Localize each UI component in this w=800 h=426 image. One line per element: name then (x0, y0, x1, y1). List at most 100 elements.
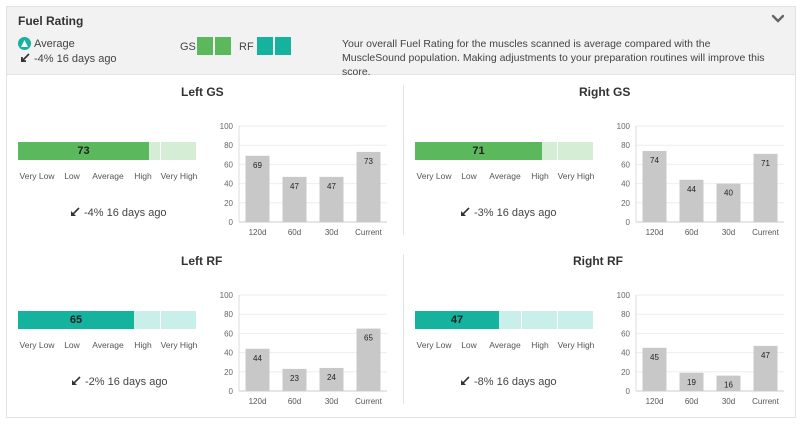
rating-value: 47 (450, 314, 464, 326)
x-tick-label: 30d (325, 228, 338, 237)
y-tick-label: 60 (621, 160, 630, 169)
x-tick-label: Current (355, 228, 382, 237)
y-tick-label: 20 (224, 368, 233, 377)
y-tick-label: 40 (224, 180, 233, 189)
history-bar (245, 155, 270, 222)
scale-label: Low (64, 171, 80, 181)
y-tick-label: 40 (224, 349, 233, 358)
triangle-up-icon (18, 37, 31, 50)
rating-value: 65 (69, 314, 83, 326)
y-tick-label: 100 (220, 291, 234, 300)
quadrant-right-gs: Right GS 71 Very Low Low Average High Very Hig… (415, 85, 795, 245)
y-tick-label: 80 (224, 141, 233, 150)
scale-label: Low (461, 171, 477, 181)
bar-value-label: 44 (687, 185, 696, 194)
bar-value-label: 45 (650, 353, 659, 362)
trend-text: -4% 16 days ago (84, 207, 167, 219)
history-bar (356, 328, 381, 391)
trend-text: -4% 16 days ago (34, 53, 117, 65)
bar-value-label: 71 (761, 159, 770, 168)
rating-bar-fill (18, 142, 149, 160)
y-tick-label: 40 (621, 180, 630, 189)
history-bar (716, 183, 741, 222)
history-chart: 0 20 40 60 80 100 45 120d 19 60d 16 30d 47 Current (617, 291, 784, 406)
quadrant-title: Right GS (579, 85, 631, 99)
trend-arrow-icon (72, 376, 81, 385)
panel-title: Fuel Rating (18, 14, 84, 28)
bar-value-label: 65 (364, 334, 373, 343)
bar-value-label: 23 (290, 374, 299, 383)
chevron-down-icon[interactable] (771, 13, 785, 25)
trend-arrow-icon (461, 376, 470, 385)
overall-status: Average (18, 37, 75, 50)
x-tick-label: 120d (249, 397, 267, 406)
bar-value-label: 47 (290, 182, 299, 191)
y-tick-label: 80 (224, 310, 233, 319)
quadrant-left-gs: Left GS 73 Very Low Low Average High Very High… (18, 85, 398, 245)
bar-value-label: 73 (364, 157, 373, 166)
bar-value-label: 24 (327, 373, 336, 382)
divider-top (403, 85, 404, 235)
y-tick-label: 20 (621, 368, 630, 377)
y-tick-label: 0 (626, 387, 631, 396)
x-tick-label: 120d (646, 397, 664, 406)
scale-label: High (134, 340, 152, 350)
x-tick-label: 60d (288, 228, 301, 237)
divider-bottom (403, 254, 404, 404)
y-tick-label: 0 (229, 387, 234, 396)
x-tick-label: 120d (646, 228, 664, 237)
legend-gs-label: GS (180, 41, 196, 53)
bar-value-label: 69 (253, 161, 262, 170)
y-tick-label: 80 (621, 141, 630, 150)
y-tick-label: 20 (224, 199, 233, 208)
x-tick-label: 30d (722, 397, 735, 406)
history-bar (716, 375, 741, 391)
trend-text: -3% 16 days ago (474, 207, 557, 219)
y-tick-label: 20 (621, 199, 630, 208)
scale-label: Low (461, 340, 477, 350)
x-tick-label: Current (752, 397, 779, 406)
history-chart: 0 20 40 60 80 100 44 120d 23 60d 24 30d 65 Current (220, 291, 387, 406)
y-tick-label: 0 (229, 218, 234, 227)
bar-value-label: 74 (650, 156, 659, 165)
trend-arrow-icon (461, 207, 470, 216)
y-tick-label: 40 (621, 349, 630, 358)
history-bar (282, 176, 307, 222)
rating-value: 71 (472, 145, 485, 157)
scale-label: Average (92, 171, 124, 181)
x-tick-label: 30d (722, 228, 735, 237)
status-label: Average (34, 38, 75, 50)
y-tick-label: 60 (621, 329, 630, 338)
history-chart: 0 20 40 60 80 100 69 120d 47 60d 47 30d 73 Current (220, 122, 387, 237)
scale-label: Very Low (416, 171, 452, 181)
quadrant-trend: -4% 16 days ago (70, 207, 167, 219)
quadrant-title: Left RF (181, 254, 223, 268)
x-tick-label: 60d (685, 228, 698, 237)
bar-value-label: 47 (327, 182, 336, 191)
rating-bar: 71 (415, 142, 594, 160)
history-bar (356, 151, 381, 222)
quadrant-trend: -8% 16 days ago (460, 376, 557, 388)
scale-label: High (134, 171, 152, 181)
history-bar (319, 176, 344, 222)
fuel-rating-panel: Fuel Rating Average -4% 16 days ago GS R… (6, 6, 796, 418)
rating-bar-fill (415, 311, 499, 329)
fuel-rating-header: Fuel Rating Average -4% 16 days ago GS R… (7, 7, 795, 78)
rating-bar: 47 (415, 311, 594, 329)
scale-label: High (531, 171, 549, 181)
x-tick-label: Current (355, 397, 382, 406)
scale-label: Very High (160, 171, 198, 181)
quadrant-title: Left GS (181, 85, 224, 99)
history-bar (679, 179, 704, 222)
scale-label: Very Low (19, 171, 55, 181)
scale-label: High (531, 340, 549, 350)
y-tick-label: 100 (617, 122, 631, 131)
history-bar (642, 347, 667, 391)
y-tick-label: 80 (621, 310, 630, 319)
history-bar (753, 345, 778, 391)
rating-description: Your overall Fuel Rating for the muscles… (342, 38, 765, 78)
x-tick-label: 30d (325, 397, 338, 406)
scale-label: Very High (557, 171, 595, 181)
history-bar (282, 368, 307, 391)
y-tick-label: 60 (224, 329, 233, 338)
